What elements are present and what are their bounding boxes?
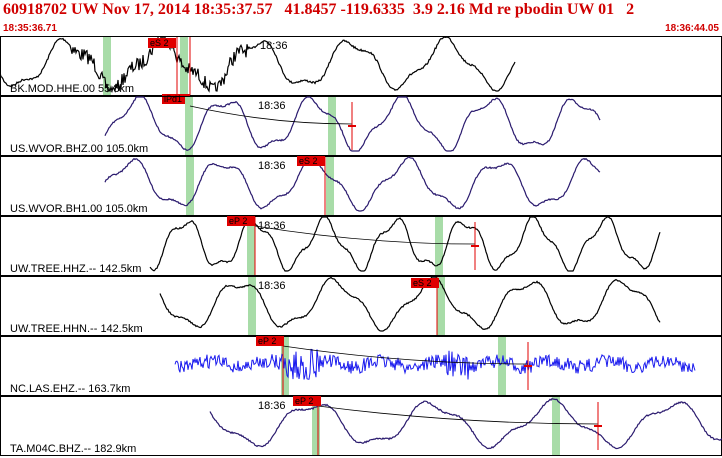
- time-start: 18:35:36.71: [3, 23, 57, 34]
- travel-time-curve: [254, 225, 476, 245]
- analysis-window: [247, 217, 255, 275]
- station-label: US.WVOR.BHZ.00 105.0km: [10, 143, 148, 155]
- station-label: TA.M04C.BHZ.-- 182.9km: [10, 443, 136, 455]
- waveform-trace: [104, 96, 601, 152]
- analysis-window: [185, 97, 193, 155]
- analysis-window: [552, 397, 560, 455]
- time-label: 18:36: [258, 100, 286, 112]
- station-label: UW.TREE.HHZ.-- 142.5km: [10, 263, 141, 275]
- time-label: 18:36: [260, 40, 288, 52]
- analysis-window: [498, 337, 506, 395]
- analysis-window: [180, 37, 188, 95]
- pick-label: eS 2: [413, 278, 432, 288]
- station-label: NC.LAS.EHZ.-- 163.7km: [10, 383, 130, 395]
- time-label: 18:36: [258, 400, 286, 412]
- travel-time-curve: [317, 405, 599, 425]
- waveform-trace: [149, 216, 661, 272]
- pick-label-box: [256, 336, 284, 346]
- header: 60918702 UW Nov 17, 2014 18:35:37.57 41.…: [0, 0, 722, 36]
- travel-time-curve: [282, 345, 529, 365]
- pick-label-box: [293, 396, 321, 406]
- analysis-window: [248, 277, 256, 335]
- pick-label-box: [162, 94, 190, 104]
- analysis-window: [326, 157, 334, 215]
- waveform-trace: [174, 348, 696, 380]
- pick-label: eP 2: [295, 396, 313, 406]
- analysis-window: [186, 157, 194, 215]
- waveform-trace: [0, 36, 516, 94]
- pick-label-box: [297, 156, 325, 166]
- analysis-window: [437, 277, 445, 335]
- time-label: 18:36: [258, 220, 286, 232]
- travel-time-curve: [189, 105, 353, 125]
- pick-label: eS 2: [150, 38, 169, 48]
- analysis-window: [312, 397, 320, 455]
- seismogram-panel: 18:36 eS 2 iPd1 BK.MOD.HHE.00 55.8km 18:36 US…: [0, 36, 722, 456]
- pick-label: eP 2: [258, 336, 276, 346]
- time-end: 18:36:44.05: [665, 23, 719, 34]
- station-label: UW.TREE.HHN.-- 142.5km: [10, 323, 143, 335]
- event-title: 60918702 UW Nov 17, 2014 18:35:37.57 41.…: [3, 1, 635, 18]
- pick-label: eP 2: [229, 216, 247, 226]
- waveform-trace: [209, 397, 722, 450]
- station-label: BK.MOD.HHE.00 55.8km: [10, 83, 134, 95]
- pick-label-box: [148, 38, 176, 48]
- time-label: 18:36: [258, 280, 286, 292]
- analysis-window: [281, 337, 289, 395]
- station-label: US.WVOR.BH1.00 105.0km: [10, 203, 148, 215]
- pick-label-box: [411, 278, 439, 288]
- time-label: 18:36: [258, 160, 286, 172]
- analysis-window: [328, 97, 336, 155]
- pick-label: iPd1: [164, 94, 182, 104]
- pick-label-box: [227, 216, 255, 226]
- analysis-window: [103, 37, 111, 95]
- waveform-trace: [104, 156, 601, 212]
- pick-label: eS 2: [299, 156, 318, 166]
- waveform-trace: [159, 276, 661, 332]
- analysis-window: [435, 217, 443, 275]
